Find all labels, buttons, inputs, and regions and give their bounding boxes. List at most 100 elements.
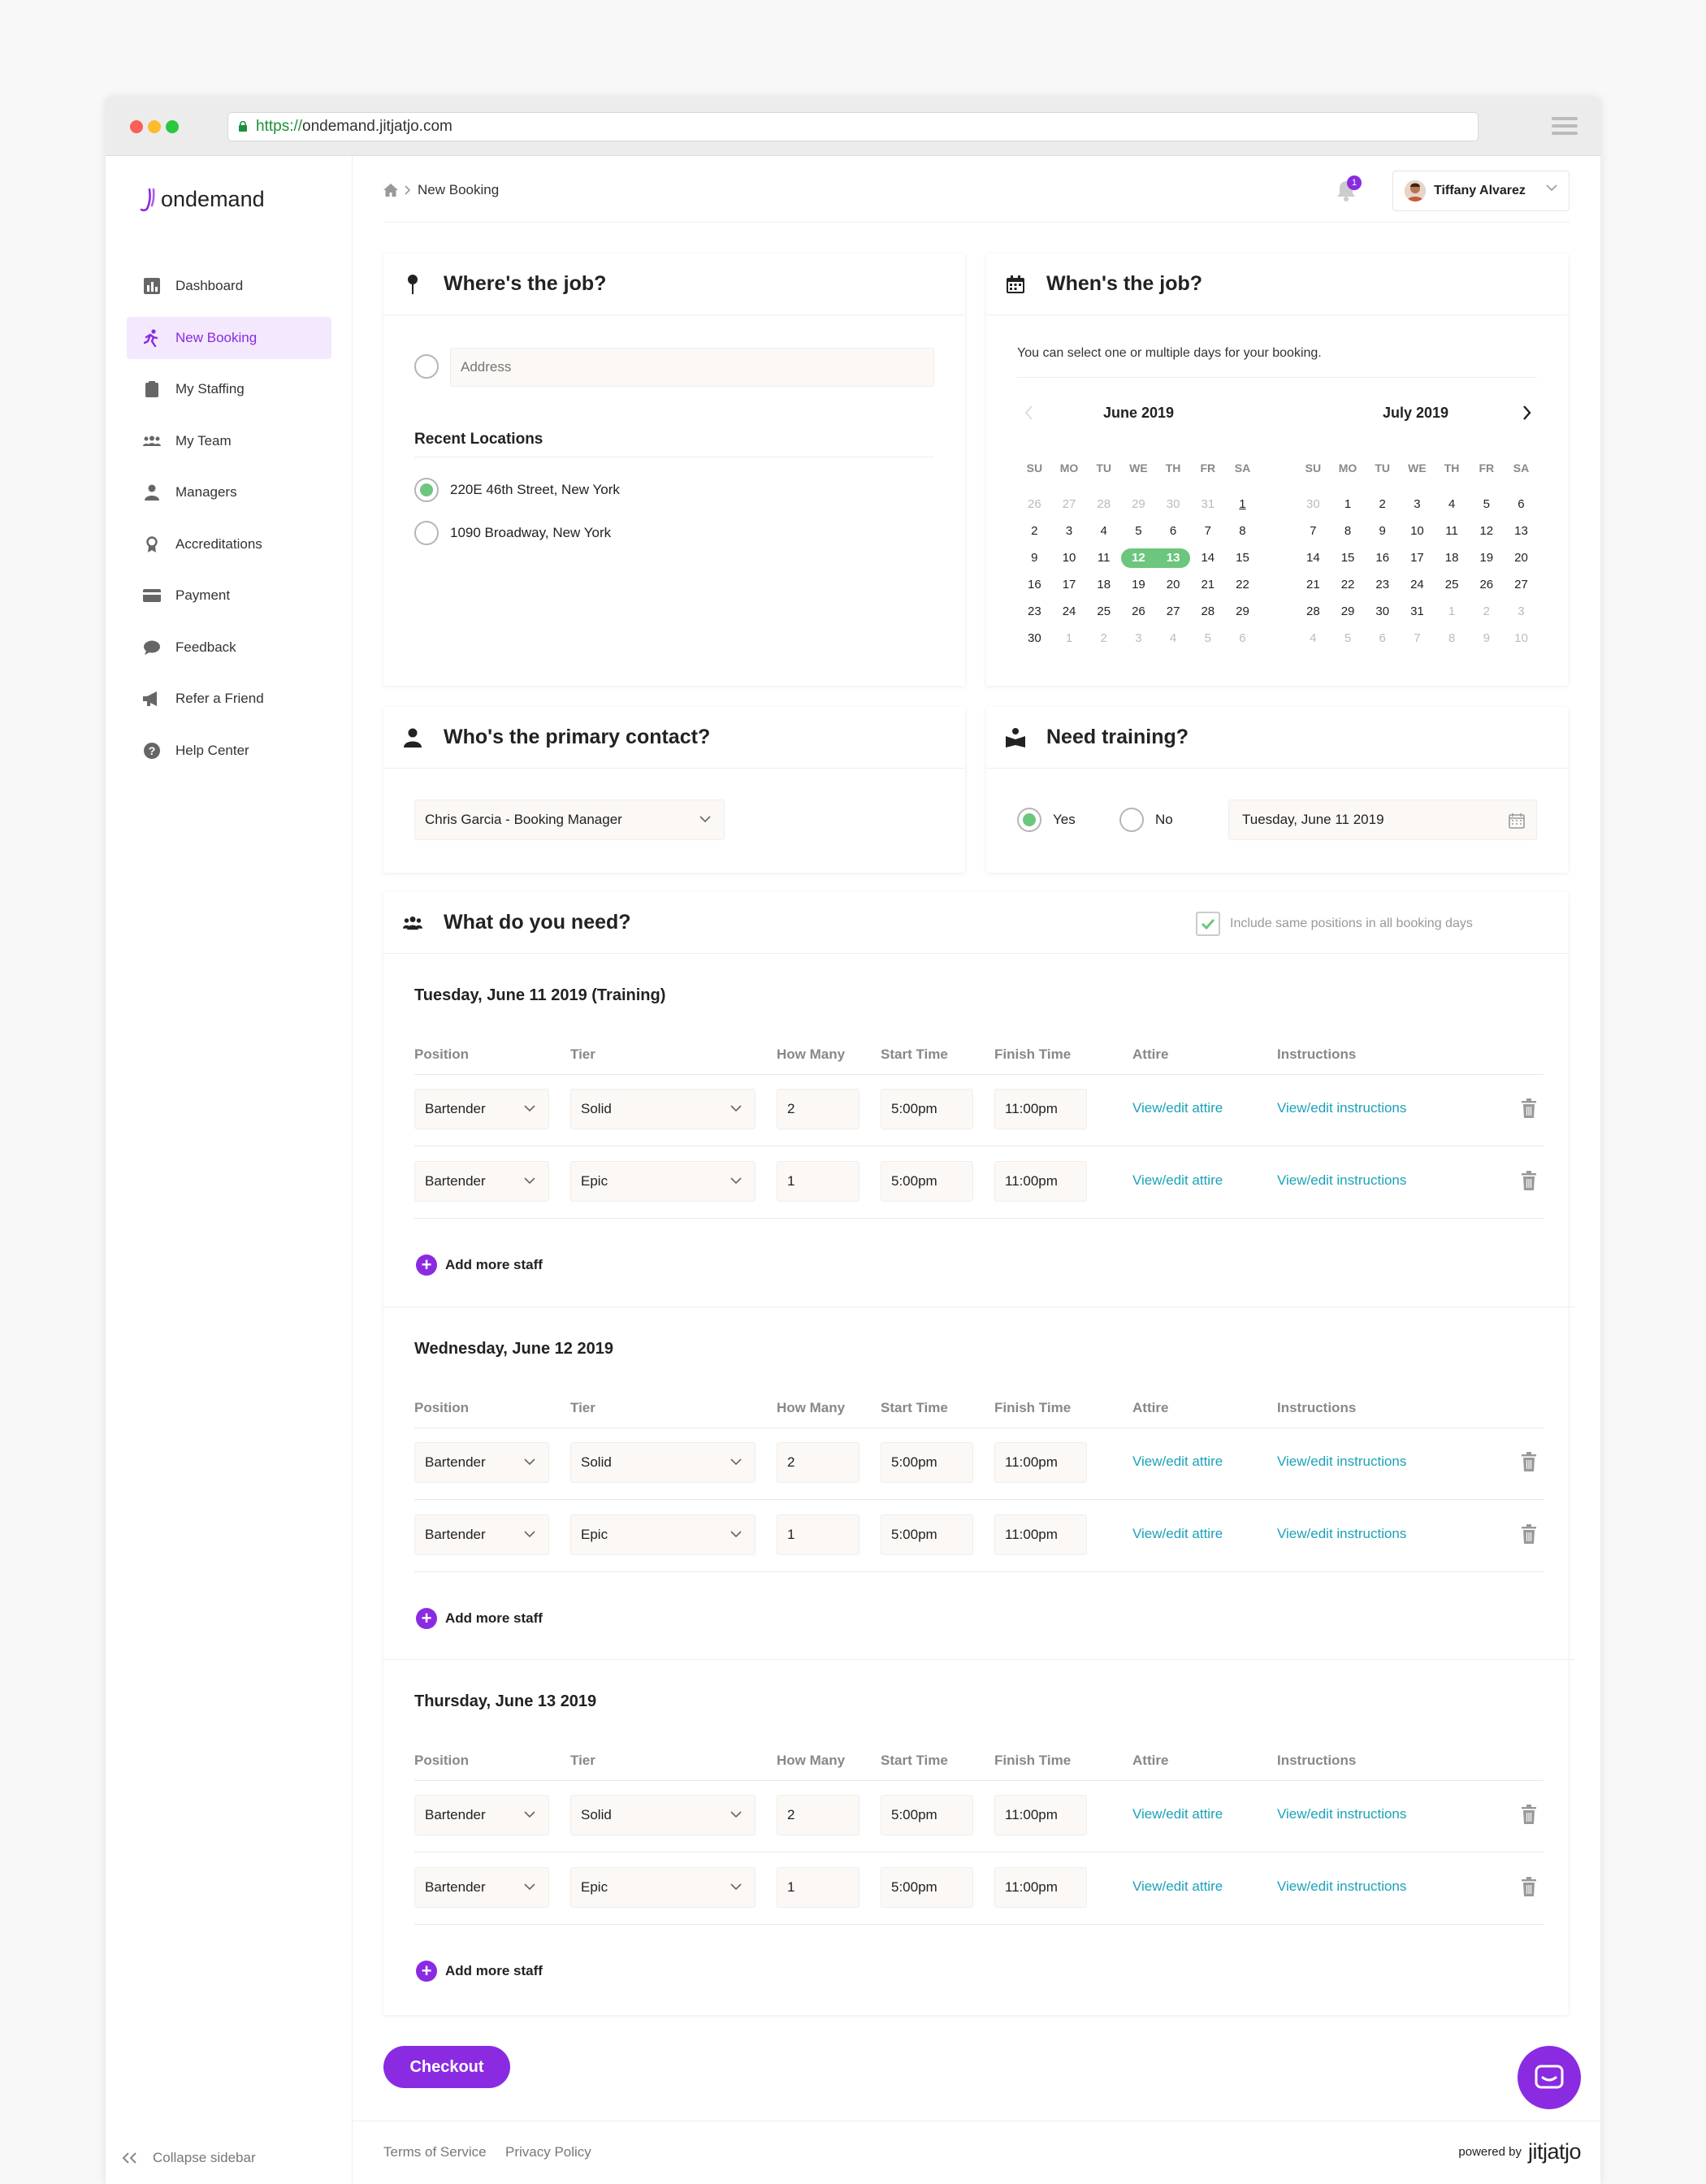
calendar-day[interactable]: 4 xyxy=(1100,524,1107,538)
trash-icon[interactable] xyxy=(1521,1171,1537,1190)
calendar-day[interactable]: 25 xyxy=(1444,578,1459,592)
training-yes-radio[interactable] xyxy=(1017,808,1041,832)
finish-time-input[interactable]: 11:00pm xyxy=(994,1867,1087,1908)
trash-icon[interactable] xyxy=(1521,1098,1537,1118)
add-more-staff-button[interactable]: + Add more staff xyxy=(416,1254,543,1276)
calendar-day[interactable]: 31 xyxy=(1410,604,1424,618)
view-edit-instructions-link[interactable]: View/edit instructions xyxy=(1277,1100,1407,1116)
user-menu[interactable]: Tiffany Alvarez xyxy=(1392,171,1570,211)
include-same-positions-option[interactable]: Include same positions in all booking da… xyxy=(1196,912,1473,936)
position-select[interactable]: Bartender xyxy=(414,1161,549,1202)
sidebar-item-refer-a-friend[interactable]: Refer a Friend xyxy=(127,678,331,720)
calendar-day[interactable]: 23 xyxy=(1375,578,1390,592)
view-edit-attire-link[interactable]: View/edit attire xyxy=(1132,1454,1223,1469)
calendar-day[interactable]: 19 xyxy=(1132,578,1145,592)
training-no-radio[interactable] xyxy=(1119,808,1144,832)
calendar-day[interactable]: 1 xyxy=(1239,497,1246,511)
calendar-day[interactable]: 19 xyxy=(1479,551,1494,565)
calendar-day[interactable]: 6 xyxy=(1169,524,1177,538)
close-dot[interactable] xyxy=(130,120,143,133)
privacy-link[interactable]: Privacy Policy xyxy=(505,2144,591,2160)
calendar-day[interactable]: 29 xyxy=(1340,604,1355,618)
collapse-sidebar-button[interactable]: Collapse sidebar xyxy=(122,2150,256,2166)
sidebar-item-help-center[interactable]: ? Help Center xyxy=(127,730,331,772)
calendar-day[interactable]: 12 xyxy=(1479,524,1494,538)
sidebar-item-managers[interactable]: Managers xyxy=(127,471,331,514)
calendar-day[interactable]: 21 xyxy=(1306,578,1320,592)
calendar-day[interactable]: 30 xyxy=(1028,631,1041,645)
calendar-day[interactable]: 28 xyxy=(1201,604,1215,618)
add-more-staff-button[interactable]: + Add more staff xyxy=(416,1961,543,1982)
sidebar-item-my-team[interactable]: My Team xyxy=(127,420,331,462)
calendar-day[interactable]: 18 xyxy=(1097,578,1111,592)
position-select[interactable]: Bartender xyxy=(414,1514,549,1555)
calendar-day-selected[interactable]: 12 xyxy=(1121,548,1156,568)
prev-month-icon[interactable] xyxy=(1024,405,1033,421)
home-icon[interactable] xyxy=(383,184,398,197)
calendar-day[interactable]: 26 xyxy=(1132,604,1145,618)
view-edit-attire-link[interactable]: View/edit attire xyxy=(1132,1878,1223,1894)
calendar-day[interactable]: 14 xyxy=(1201,551,1215,565)
calendar-day[interactable]: 20 xyxy=(1514,551,1528,565)
tier-select[interactable]: Epic xyxy=(570,1514,756,1555)
calendar-icon[interactable] xyxy=(1509,812,1525,829)
start-time-input[interactable]: 5:00pm xyxy=(881,1161,973,1202)
calendar-day[interactable]: 6 xyxy=(1518,497,1525,511)
training-no-option[interactable]: No xyxy=(1119,808,1173,832)
calendar-day[interactable]: 2 xyxy=(1031,524,1038,538)
sidebar-item-payment[interactable]: Payment xyxy=(127,574,331,617)
calendar-day[interactable]: 10 xyxy=(1410,524,1424,538)
sidebar-item-feedback[interactable]: Feedback xyxy=(127,626,331,669)
how-many-input[interactable]: 2 xyxy=(777,1089,859,1129)
maximize-dot[interactable] xyxy=(166,120,179,133)
location-radio[interactable] xyxy=(414,521,439,545)
trash-icon[interactable] xyxy=(1521,1877,1537,1896)
calendar-day[interactable]: 16 xyxy=(1028,578,1041,592)
calendar-day[interactable]: 22 xyxy=(1236,578,1249,592)
calendar-day[interactable]: 22 xyxy=(1340,578,1355,592)
trash-icon[interactable] xyxy=(1521,1524,1537,1544)
calendar-day[interactable]: 7 xyxy=(1204,524,1211,538)
finish-time-input[interactable]: 11:00pm xyxy=(994,1161,1087,1202)
how-many-input[interactable]: 2 xyxy=(777,1442,859,1483)
how-many-input[interactable]: 1 xyxy=(777,1867,859,1908)
how-many-input[interactable]: 1 xyxy=(777,1514,859,1555)
finish-time-input[interactable]: 11:00pm xyxy=(994,1089,1087,1129)
start-time-input[interactable]: 5:00pm xyxy=(881,1514,973,1555)
view-edit-instructions-link[interactable]: View/edit instructions xyxy=(1277,1454,1407,1469)
address-radio[interactable] xyxy=(414,354,439,379)
finish-time-input[interactable]: 11:00pm xyxy=(994,1514,1087,1555)
calendar-day[interactable]: 21 xyxy=(1201,578,1215,592)
calendar-day[interactable]: 24 xyxy=(1062,604,1076,618)
view-edit-instructions-link[interactable]: View/edit instructions xyxy=(1277,1806,1407,1822)
tier-select[interactable]: Solid xyxy=(570,1795,756,1835)
finish-time-input[interactable]: 11:00pm xyxy=(994,1795,1087,1835)
tier-select[interactable]: Epic xyxy=(570,1161,756,1202)
calendar-day[interactable]: 24 xyxy=(1410,578,1424,592)
training-date-input[interactable]: Tuesday, June 11 2019 xyxy=(1228,800,1537,840)
position-select[interactable]: Bartender xyxy=(414,1867,549,1908)
view-edit-instructions-link[interactable]: View/edit instructions xyxy=(1277,1878,1407,1894)
calendar-day[interactable]: 17 xyxy=(1410,551,1424,565)
calendar-day[interactable]: 5 xyxy=(1135,524,1142,538)
calendar-day[interactable]: 28 xyxy=(1306,604,1320,618)
how-many-input[interactable]: 1 xyxy=(777,1161,859,1202)
calendar-day[interactable]: 13 xyxy=(1514,524,1528,538)
tier-select[interactable]: Solid xyxy=(570,1442,756,1483)
calendar-day[interactable]: 1 xyxy=(1344,497,1352,511)
powered-by[interactable]: powered by jitjatjo xyxy=(1458,2139,1581,2164)
minimize-dot[interactable] xyxy=(148,120,161,133)
view-edit-attire-link[interactable]: View/edit attire xyxy=(1132,1172,1223,1188)
position-select[interactable]: Bartender xyxy=(414,1089,549,1129)
location-radio-selected[interactable] xyxy=(414,478,439,502)
sidebar-item-dashboard[interactable]: Dashboard xyxy=(127,265,331,307)
address-bar[interactable]: https://ondemand.jitjatjo.com xyxy=(227,112,1479,141)
checkout-button[interactable]: Checkout xyxy=(383,2046,510,2088)
calendar-day[interactable]: 3 xyxy=(1065,524,1073,538)
how-many-input[interactable]: 2 xyxy=(777,1795,859,1835)
calendar-day[interactable]: 15 xyxy=(1236,551,1249,565)
calendar-day[interactable]: 15 xyxy=(1340,551,1355,565)
calendar-day[interactable]: 9 xyxy=(1031,551,1038,565)
calendar-day[interactable]: 18 xyxy=(1444,551,1459,565)
finish-time-input[interactable]: 11:00pm xyxy=(994,1442,1087,1483)
